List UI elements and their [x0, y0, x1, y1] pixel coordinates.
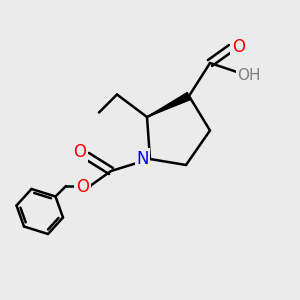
Text: O: O	[73, 143, 86, 161]
Text: O: O	[232, 38, 245, 56]
Text: OH: OH	[237, 68, 261, 82]
Text: O: O	[76, 178, 89, 196]
Text: N: N	[136, 150, 149, 168]
Polygon shape	[147, 92, 191, 117]
